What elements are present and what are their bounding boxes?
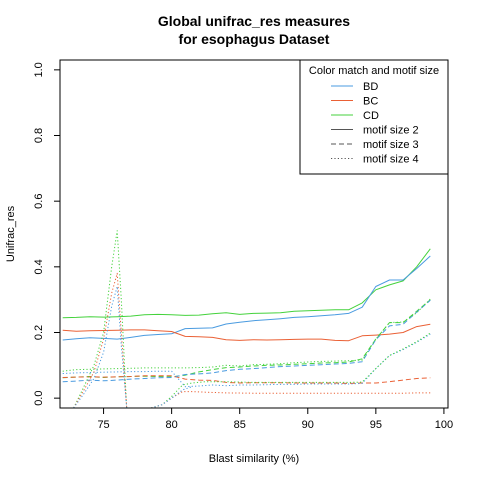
x-tick-label: 85	[234, 419, 246, 431]
y-tick-label: 0.4	[33, 259, 45, 274]
y-tick-label: 0.0	[33, 391, 45, 406]
x-tick-label: 100	[435, 419, 453, 431]
x-tick-label: 95	[370, 419, 382, 431]
x-axis: 75 80 85 90 95 100	[97, 407, 453, 431]
y-tick-label: 0.8	[33, 128, 45, 143]
x-axis-label: Blast similarity (%)	[209, 453, 299, 465]
legend-label-3: motif size 2	[363, 125, 419, 137]
legend-label-5: motif size 4	[363, 154, 419, 166]
legend-label-1: BC	[363, 96, 378, 108]
y-tick-label: 0.6	[33, 194, 45, 209]
series-line-5	[62, 375, 431, 384]
series-line-12	[151, 391, 431, 408]
series-line-13	[151, 386, 193, 408]
x-tick-label: 75	[97, 419, 109, 431]
legend-label-4: motif size 3	[363, 139, 419, 151]
x-tick-label: 80	[166, 419, 178, 431]
y-tick-label: 1.0	[33, 62, 45, 77]
series-layer	[62, 230, 431, 408]
chart-title-line-1: Global unifrac_res measures	[158, 13, 350, 29]
series-line-8	[73, 230, 128, 408]
series-line-2	[62, 323, 431, 342]
y-tick-label: 0.2	[33, 325, 45, 340]
chart-title-line-2: for esophagus Dataset	[179, 31, 330, 47]
series-line-4	[62, 299, 431, 383]
legend-entries: BD BC CD motif size 2 motif size 3 motif size…	[331, 81, 419, 166]
legend-label-2: CD	[363, 110, 379, 122]
legend: Color match and motif size BD BC CD motif s…	[299, 59, 449, 175]
legend-box	[299, 59, 449, 175]
series-line-1	[62, 255, 431, 341]
legend-label-0: BD	[363, 81, 378, 93]
legend-title: Color match and motif size	[309, 65, 439, 77]
x-tick-label: 90	[302, 419, 314, 431]
y-axis: 0.0 0.2 0.4 0.6 0.8 1.0	[33, 62, 61, 406]
y-axis-label: Unifrac_res	[5, 205, 17, 262]
series-line-9	[73, 272, 128, 408]
series-line-10	[73, 286, 128, 408]
